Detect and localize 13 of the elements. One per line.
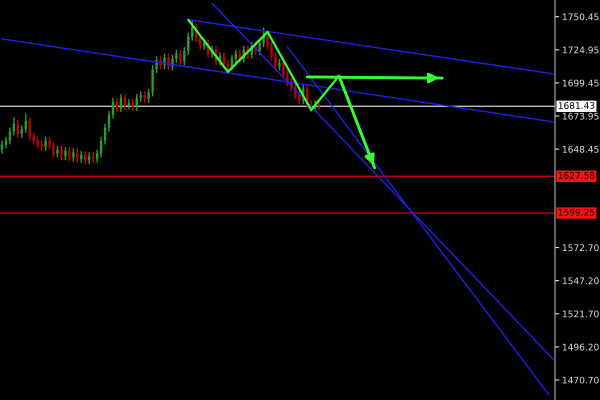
y-tick-label: 1673.95 [562,112,598,120]
y-tick-label: 1572.70 [562,244,599,252]
ref-line-label: 1627.58 [558,172,594,179]
y-tick-label: 1521.70 [562,310,599,318]
y-tick-label: 1750.45 [562,13,598,20]
y-tick-label: 1648.45 [562,146,598,153]
y-tick-label: 1470.70 [562,376,599,384]
ref-line-label: 1681.43 [558,102,594,109]
y-tick-label: 1724.95 [562,46,598,54]
y-tick-label: 1547.20 [562,277,599,284]
y-tick-label: 1699.45 [562,80,598,86]
y-tick-label: 1496.20 [562,344,599,350]
ref-line-label: 1599.25 [558,208,594,216]
